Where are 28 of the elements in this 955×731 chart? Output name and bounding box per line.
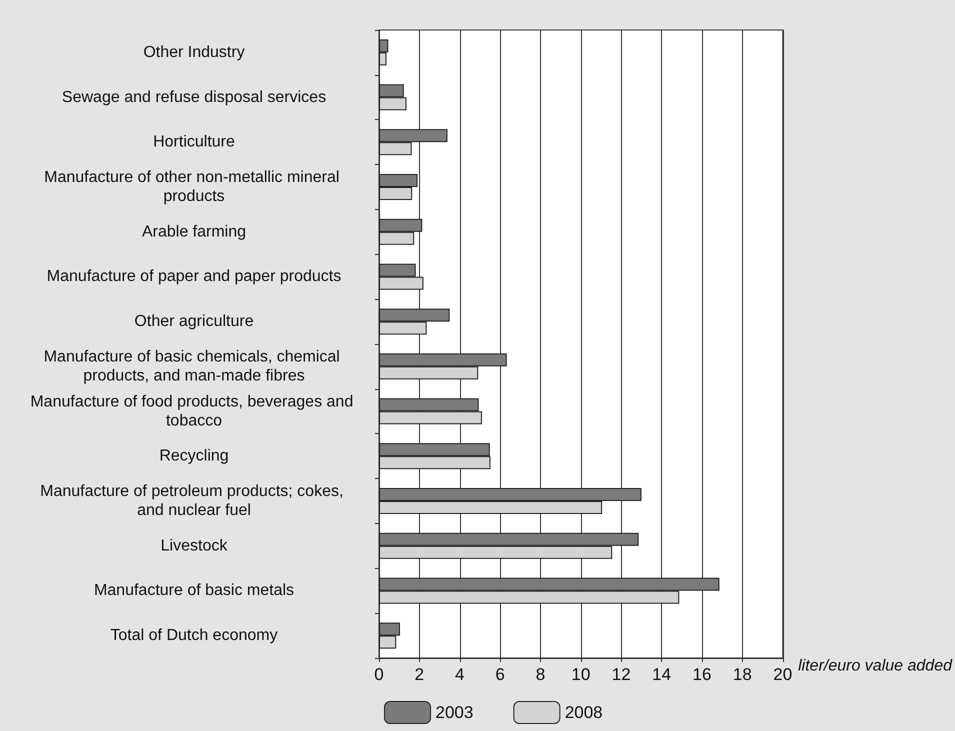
y-tick-label: Manufacture of paper and paper products <box>46 268 342 286</box>
x-tick-label: 20 <box>773 665 792 684</box>
y-tick-label: Manufacture of basic chemicals, chemical products, and man-made fibres <box>44 348 344 384</box>
legend-label: 2003 <box>436 703 474 722</box>
y-tick-label: Other Industry <box>143 44 245 61</box>
x-tick-label: 18 <box>732 665 752 684</box>
y-tick-label: Manufacture of petroleum products; cokes, and nuclear fuel <box>40 483 348 519</box>
x-tick-label: 14 <box>652 665 672 684</box>
y-tick-label: Horticulture <box>153 134 235 151</box>
y-tick-label: Total of Dutch economy <box>110 627 278 644</box>
y-tick-label: Arable farming <box>142 223 246 240</box>
y-tick-label: Sewage and refuse disposal services <box>62 88 326 106</box>
x-axis-title: liter/euro value added <box>798 658 954 674</box>
x-tick-label: 16 <box>692 665 712 684</box>
x-tick-label: 10 <box>571 665 590 684</box>
x-tick-label: 6 <box>495 665 505 684</box>
legend-label: 2008 <box>564 703 603 722</box>
x-tick-label: 0 <box>374 665 384 684</box>
y-tick-label: Recycling <box>159 448 229 465</box>
x-tick-label: 8 <box>536 665 546 684</box>
y-tick-label: Manufacture of basic metals <box>94 582 294 600</box>
y-tick-label: Other agriculture <box>134 313 254 330</box>
y-tick-label: Manufacture of food products, beverages and tobacco <box>30 393 358 430</box>
x-tick-label: 2 <box>414 665 424 684</box>
y-tick-label: Livestock <box>160 537 228 554</box>
x-tick-label: 4 <box>455 665 464 684</box>
x-tick-label: 12 <box>612 665 631 684</box>
y-tick-label: Manufacture of other non-metallic mineral products <box>44 169 344 205</box>
